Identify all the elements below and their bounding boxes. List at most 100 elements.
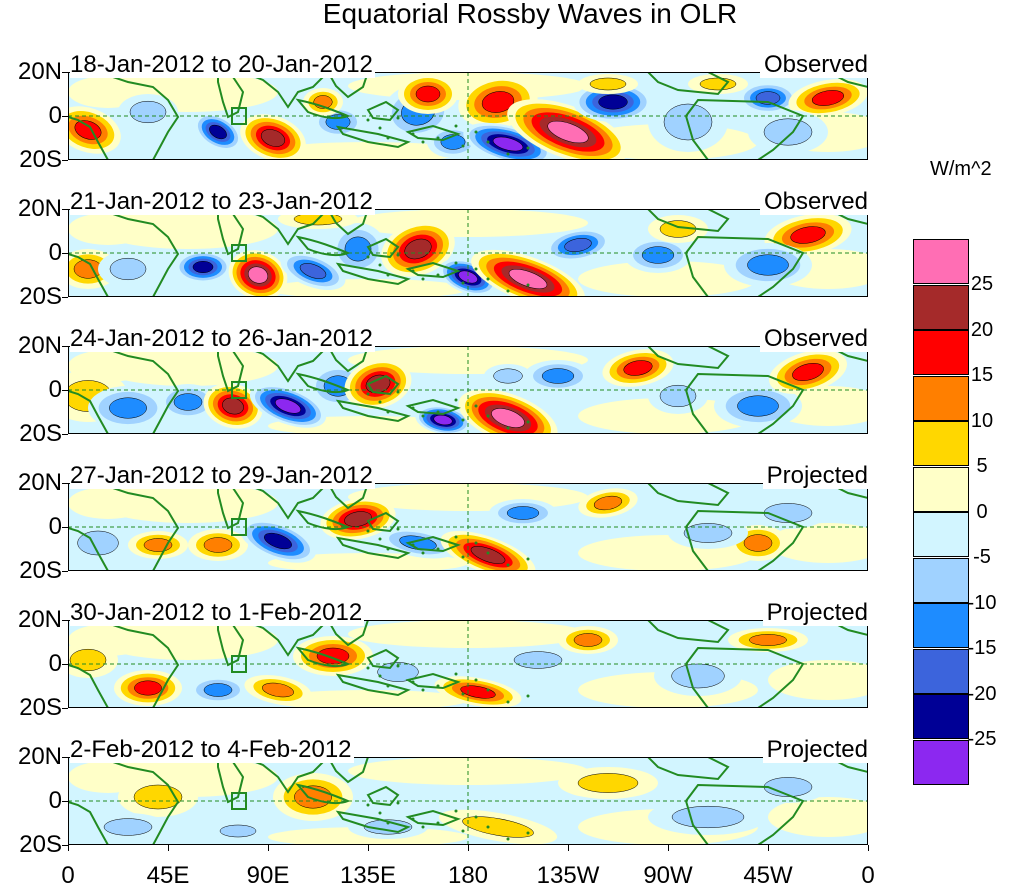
anomaly-blob (598, 94, 628, 110)
coastline (295, 98, 351, 120)
anomaly-blob (173, 393, 203, 411)
anomaly-blob (299, 263, 327, 279)
y-tick (62, 664, 68, 665)
island (526, 146, 530, 150)
island (378, 126, 382, 130)
island (396, 116, 400, 120)
island (486, 551, 490, 555)
coastline (646, 209, 730, 233)
coastline (68, 72, 180, 160)
anomaly-blob (260, 129, 286, 147)
coastline (295, 646, 351, 668)
coastline (335, 399, 411, 423)
anomaly-blob (98, 209, 278, 249)
island (386, 821, 390, 825)
y-tick (62, 757, 68, 758)
island (506, 837, 510, 841)
anomaly-blob (573, 633, 603, 647)
olr-anomaly-map (68, 209, 868, 297)
anomaly-blob (458, 270, 478, 284)
anomaly-blob (103, 818, 153, 836)
island (411, 132, 415, 136)
island (366, 529, 370, 533)
y-tick (62, 72, 68, 73)
panel-date-range: 21-Jan-2012 to 23-Jan-2012 (70, 188, 375, 215)
coastline (68, 757, 180, 845)
region-box (231, 244, 247, 262)
coastline (366, 100, 400, 122)
coastline (326, 209, 370, 236)
anomaly-blob (623, 360, 653, 376)
y-axis-label: 20S (19, 283, 62, 310)
y-axis-label: 0 (48, 513, 62, 540)
anomaly-blob (98, 620, 278, 660)
colorbar-label: 15 (970, 364, 994, 386)
island (366, 118, 370, 122)
x-tick (568, 845, 569, 851)
island (436, 684, 440, 688)
coastline (646, 346, 730, 370)
anomaly-blob (264, 532, 292, 550)
y-tick (62, 346, 68, 347)
y-tick (62, 571, 68, 572)
island (411, 269, 415, 273)
anomaly-blob (671, 663, 725, 689)
island (461, 829, 465, 833)
island (378, 674, 382, 678)
island (378, 400, 382, 404)
colorbar-swatch (913, 603, 969, 648)
colorbar-label: 10 (970, 409, 994, 432)
island (396, 253, 400, 257)
island (421, 140, 425, 144)
island (386, 136, 390, 140)
colorbar-label: -15 (967, 637, 997, 659)
anomaly-blob (268, 690, 468, 708)
island (396, 390, 400, 394)
anomaly-blob (492, 136, 524, 152)
map-panel: 18-Jan-2012 to 20-Jan-2012 Observed (68, 52, 870, 160)
island (461, 555, 465, 559)
y-tick (62, 434, 68, 435)
anomaly-blob (344, 511, 372, 527)
colorbar-swatch (913, 421, 969, 466)
olr-anomaly-map (68, 72, 868, 160)
olr-anomaly-map (68, 346, 868, 434)
y-tick (62, 116, 68, 117)
x-axis-label: 0 (861, 862, 875, 889)
anomaly-blob (109, 257, 147, 281)
panel-status: Projected (762, 463, 870, 489)
x-tick (68, 845, 69, 851)
colorbar-swatch (913, 284, 969, 330)
colorbar-swatch (913, 648, 969, 694)
coastline (326, 346, 370, 373)
island (506, 289, 510, 293)
island (474, 130, 478, 134)
region-box (231, 792, 247, 810)
island (486, 414, 490, 418)
colorbar-label: 25 (970, 273, 994, 295)
coastline (335, 125, 411, 149)
island (526, 694, 530, 698)
coastline (646, 620, 730, 644)
coastline (827, 72, 868, 89)
anomaly-blob (564, 238, 592, 252)
island (454, 535, 458, 539)
anomaly-blob (203, 683, 233, 697)
anomaly-blob (98, 346, 278, 386)
island (411, 406, 415, 410)
anomaly-blob (506, 506, 540, 520)
coastline (366, 374, 400, 396)
island (474, 267, 478, 271)
coastline (646, 483, 730, 507)
island (386, 410, 390, 414)
colorbar-swatch (913, 239, 969, 284)
y-tick (62, 527, 68, 528)
island (474, 815, 478, 819)
y-axis-label: 0 (48, 650, 62, 677)
island (526, 420, 530, 424)
island (436, 547, 440, 551)
island (366, 803, 370, 807)
x-axis-label: 135E (339, 862, 397, 889)
coastline (68, 483, 180, 571)
coastline (295, 372, 351, 394)
